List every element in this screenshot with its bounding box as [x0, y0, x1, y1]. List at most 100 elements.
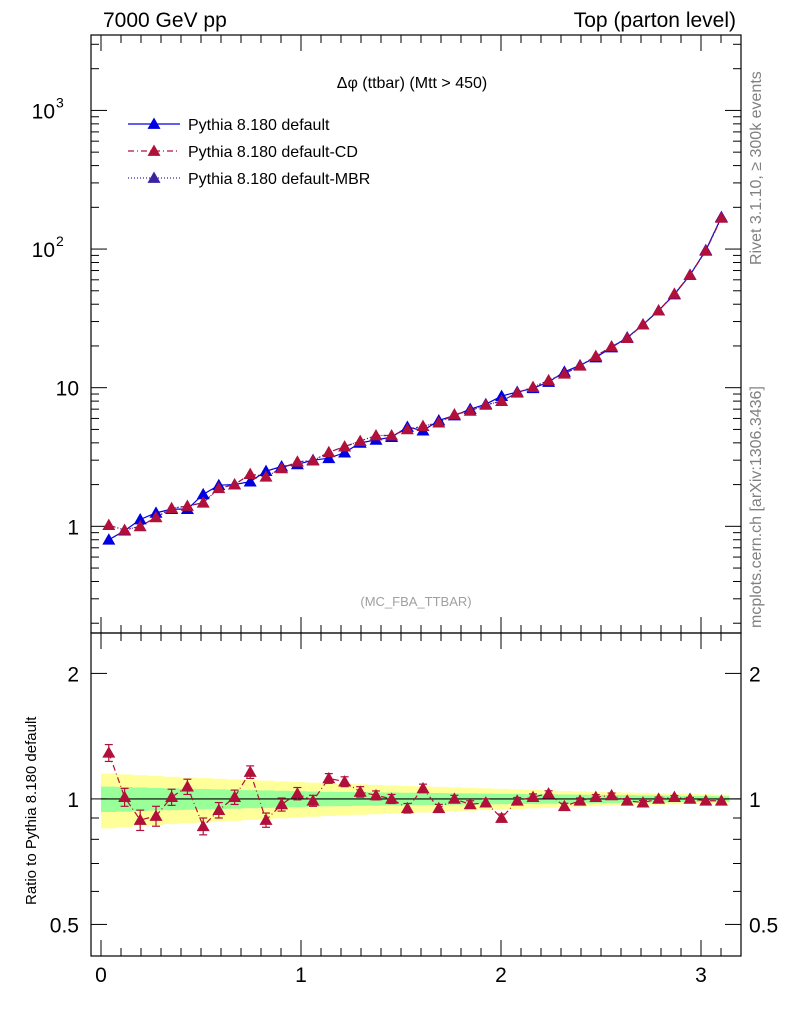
legend-label: Pythia 8.180 default — [188, 117, 330, 134]
plot-title: Δφ (ttbar) (Mtt > 450) — [337, 75, 487, 92]
data-point — [322, 451, 336, 464]
ratio-point — [416, 781, 430, 794]
ratio-point — [605, 788, 619, 801]
data-point — [196, 496, 210, 508]
data-point — [338, 446, 352, 458]
legend-marker — [147, 144, 161, 156]
y-tick-label: 10 — [32, 239, 55, 262]
y-tick-label-exponent: 3 — [56, 94, 64, 110]
ratio-point — [557, 799, 571, 812]
ratio-point — [102, 746, 116, 758]
ratio-point — [683, 792, 697, 804]
data-point — [699, 244, 713, 256]
legend-label: Pythia 8.180 default-MBR — [188, 171, 370, 188]
ratio-point — [510, 794, 524, 806]
data-point — [338, 440, 352, 452]
y-tick-label: 0.5 — [50, 914, 79, 937]
ratio-frame — [90, 632, 742, 957]
ratio-point — [275, 797, 289, 810]
data-point — [683, 268, 697, 280]
series-line — [108, 217, 722, 531]
y-tick-label-right: 2 — [749, 663, 761, 686]
data-point — [180, 499, 194, 511]
ratio-point — [196, 819, 210, 832]
data-point — [196, 487, 210, 500]
data-point — [652, 304, 666, 316]
data-point — [243, 475, 257, 487]
ratio-point — [699, 794, 713, 806]
y-tick-label-right: 1 — [749, 789, 761, 812]
ratio-point — [495, 811, 509, 823]
ratio-point — [652, 792, 666, 804]
ratio-point — [180, 780, 194, 792]
data-point — [133, 519, 147, 532]
data-point — [510, 386, 524, 398]
data-point — [133, 512, 147, 525]
data-point — [432, 416, 446, 428]
data-point — [400, 422, 414, 435]
data-point — [542, 373, 556, 386]
ratio-point — [149, 809, 163, 821]
data-point — [479, 398, 493, 410]
header-right: Top (parton level) — [574, 9, 736, 32]
data-point — [495, 394, 509, 406]
y-tick-label: 1 — [67, 789, 79, 812]
data-point — [228, 478, 242, 490]
y-tick-label: 10 — [56, 378, 79, 401]
ratio-point — [447, 792, 461, 804]
series-line — [108, 216, 722, 541]
legend-marker — [147, 171, 161, 183]
data-point — [463, 404, 477, 416]
ratio-point — [432, 801, 446, 814]
data-point — [306, 454, 320, 466]
y-tick-label: 10 — [32, 100, 55, 123]
mcplots-label: mcplots.cern.ch [arXiv:1306.3436] — [748, 386, 765, 628]
ratio-point — [667, 790, 681, 802]
ratio-point — [385, 792, 399, 804]
ratio-point — [290, 787, 304, 799]
data-point — [275, 461, 289, 474]
data-point — [589, 349, 603, 361]
data-point — [714, 211, 728, 223]
ratio-point — [338, 775, 352, 787]
ratio-point — [165, 790, 179, 802]
x-tick-label: 0 — [95, 964, 107, 987]
data-point — [102, 533, 116, 545]
ratio-plot: 0.5 0.5 1 1 2 2 0 1 2 3 Ratio to Pythia 8.180 defa… — [23, 632, 778, 987]
y-tick-label-right: 0.5 — [749, 914, 778, 937]
data-point — [322, 445, 336, 458]
data-point — [165, 501, 179, 514]
ratio-point — [322, 771, 336, 784]
data-point — [243, 467, 257, 479]
ratio-point — [353, 785, 367, 797]
data-point — [447, 408, 461, 420]
data-point — [353, 434, 367, 446]
ratio-point — [636, 796, 650, 808]
analysis-label: (MC_FBA_TTBAR) — [360, 594, 471, 609]
x-tick-label: 2 — [495, 964, 507, 987]
data-point — [416, 419, 430, 432]
data-point — [118, 523, 132, 535]
ratio-point — [228, 790, 242, 802]
legend-marker — [147, 117, 161, 129]
ratio-point — [133, 813, 147, 825]
ratio-y-axis-label: Ratio to Pythia 8.180 default — [23, 716, 40, 905]
ratio-point — [714, 794, 728, 806]
data-point — [149, 510, 163, 523]
ratio-point — [243, 765, 257, 777]
data-point — [369, 428, 383, 441]
ratio-point — [479, 796, 493, 808]
data-point — [102, 518, 116, 530]
y-tick-label: 1 — [67, 516, 79, 539]
rivet-label: Rivet 3.1.10, ≥ 300k events — [748, 71, 765, 265]
legend-label: Pythia 8.180 default-CD — [188, 144, 358, 161]
data-point — [605, 340, 619, 352]
data-point — [259, 470, 273, 482]
data-point — [385, 428, 399, 441]
ratio-point — [542, 787, 556, 799]
data-point — [290, 455, 304, 467]
ratio-point — [463, 797, 477, 810]
y-tick-label: 2 — [67, 663, 79, 686]
